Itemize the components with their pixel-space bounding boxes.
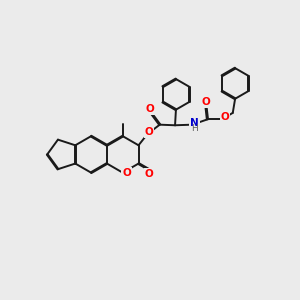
Text: H: H — [191, 124, 198, 133]
Text: O: O — [145, 104, 154, 114]
Text: N: N — [190, 118, 199, 128]
Text: O: O — [145, 169, 154, 179]
Text: O: O — [122, 168, 131, 178]
Text: O: O — [221, 112, 230, 122]
Text: O: O — [202, 97, 210, 107]
Text: O: O — [145, 127, 153, 137]
